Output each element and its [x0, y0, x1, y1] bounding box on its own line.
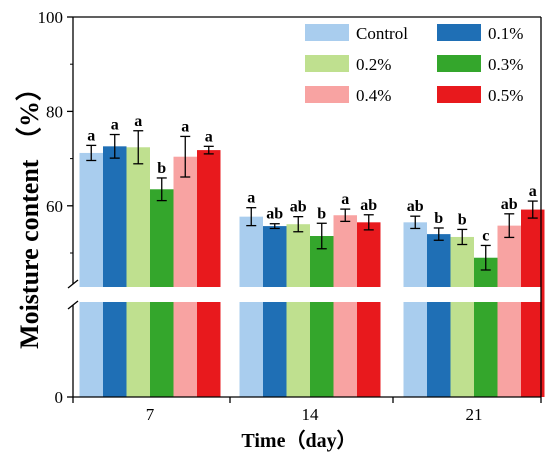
legend-swatch	[305, 24, 349, 41]
significance-label: b	[157, 160, 166, 177]
significance-label: a	[247, 190, 255, 207]
significance-label: a	[529, 183, 537, 200]
bar-day14-4	[333, 215, 357, 397]
bar-day7-0	[79, 152, 103, 397]
legend-swatch	[437, 24, 481, 41]
legend-label: 0.3%	[488, 55, 523, 74]
legend-label: Control	[356, 24, 408, 43]
significance-label: ab	[360, 197, 377, 214]
y-tick-label: 100	[38, 8, 64, 27]
bar-day14-5	[357, 222, 381, 397]
significance-label: a	[87, 127, 95, 144]
significance-label: b	[434, 210, 443, 227]
bar-day14-3	[310, 236, 334, 397]
bar-day14-0	[239, 216, 263, 397]
significance-label: ab	[290, 199, 307, 216]
significance-label: a	[111, 117, 119, 134]
legend-label: 0.2%	[356, 55, 391, 74]
legend: Control 0.1% 0.2% 0.3% 0.4% 0.5%	[305, 24, 523, 105]
error-bars-layer	[86, 130, 538, 271]
bar-day7-1	[103, 146, 127, 397]
bar-day14-1	[263, 226, 287, 397]
significance-label: ab	[407, 198, 424, 215]
x-tick-label: 14	[302, 405, 320, 424]
bar-day7-5	[197, 150, 221, 397]
significance-label: ab	[266, 206, 283, 223]
bar-day21-4	[497, 225, 521, 397]
significance-label: a	[341, 191, 349, 208]
bar-day7-2	[126, 147, 150, 397]
significance-label: a	[134, 113, 142, 130]
significance-label: b	[317, 205, 326, 222]
x-tick-label: 7	[146, 405, 155, 424]
axis-break-slash	[67, 279, 79, 289]
bar-day21-3	[474, 257, 498, 397]
y-axis-title: Moisture content （%）	[15, 75, 44, 349]
bar-day21-5	[521, 209, 545, 397]
legend-label: 0.5%	[488, 86, 523, 105]
x-tick-label: 21	[466, 405, 483, 424]
axis-break-slash	[67, 300, 79, 310]
axis-break-gap	[73, 287, 541, 302]
axes-layer: 0 60 80 100 7 14 21	[38, 8, 542, 424]
bar-day21-1	[427, 234, 451, 397]
significance-label: c	[482, 227, 489, 244]
axis-break-band	[73, 287, 541, 302]
significance-label: a	[205, 128, 213, 145]
bars-layer	[79, 146, 545, 397]
y-tick-label: 60	[46, 197, 63, 216]
legend-label: 0.4%	[356, 86, 391, 105]
significance-label: a	[181, 118, 189, 135]
legend-swatch	[437, 86, 481, 103]
bar-day21-2	[450, 236, 474, 397]
x-axis-title: Time（day）	[241, 429, 356, 452]
bar-day14-2	[286, 224, 310, 397]
y-tick-label: 80	[46, 102, 63, 121]
legend-label: 0.1%	[488, 24, 523, 43]
legend-swatch	[437, 55, 481, 72]
significance-label: ab	[501, 196, 518, 213]
legend-swatch	[305, 55, 349, 72]
bar-day7-4	[173, 156, 197, 397]
y-tick-label: 0	[55, 388, 64, 407]
significance-label: b	[458, 211, 467, 228]
bar-day21-0	[403, 222, 427, 397]
legend-swatch	[305, 86, 349, 103]
